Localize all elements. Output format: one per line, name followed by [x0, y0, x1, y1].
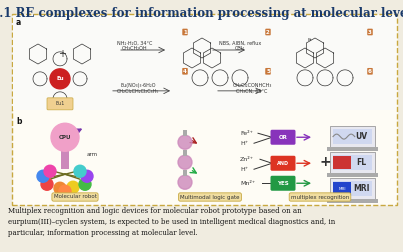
- Circle shape: [79, 178, 91, 190]
- Circle shape: [41, 178, 53, 190]
- Text: MRI: MRI: [339, 187, 347, 191]
- Text: UV: UV: [355, 132, 368, 141]
- FancyBboxPatch shape: [270, 130, 295, 145]
- Bar: [327, 199, 378, 203]
- Circle shape: [74, 165, 86, 177]
- Text: Multimodal logic gate: Multimodal logic gate: [180, 195, 240, 200]
- Text: Eu(NO₃)₃·6H₂O
CH₂Cl₂CH₂Cl₂C₆H₅: Eu(NO₃)₃·6H₂O CH₂Cl₂CH₂Cl₂C₆H₅: [117, 83, 159, 94]
- Bar: [333, 156, 351, 169]
- Text: Multiplex recognition and logic devices for molecular robot prototype based on a: Multiplex recognition and logic devices …: [8, 207, 335, 237]
- FancyBboxPatch shape: [270, 156, 295, 171]
- Text: Eu: Eu: [56, 76, 64, 81]
- Bar: [12, 14, 397, 205]
- Bar: [330, 152, 375, 173]
- FancyBboxPatch shape: [47, 98, 73, 110]
- Text: 2: 2: [266, 29, 270, 35]
- Text: H⁺: H⁺: [240, 141, 248, 146]
- Circle shape: [50, 69, 70, 89]
- Text: 1: 1: [183, 29, 187, 35]
- Text: a: a: [16, 18, 21, 27]
- Bar: [333, 155, 372, 170]
- Text: 4: 4: [183, 69, 187, 74]
- Text: H⁺: H⁺: [240, 167, 248, 172]
- Text: 3: 3: [368, 29, 372, 35]
- Bar: [327, 173, 378, 177]
- Text: b: b: [16, 117, 21, 126]
- Text: 5: 5: [266, 69, 270, 74]
- Text: OR: OR: [278, 135, 287, 140]
- Circle shape: [178, 175, 192, 189]
- Bar: [183, 150, 187, 156]
- Text: CH₂Cl₂CONHCH₃
CH₃CN, 65°C: CH₂Cl₂CONHCH₃ CH₃CN, 65°C: [232, 83, 272, 94]
- Bar: [183, 130, 187, 136]
- Text: +: +: [58, 49, 66, 59]
- Text: Eu1: Eu1: [55, 101, 65, 106]
- Text: arm: arm: [87, 152, 98, 157]
- Bar: [333, 181, 372, 196]
- Bar: [333, 182, 351, 195]
- Circle shape: [59, 185, 71, 197]
- Text: +: +: [319, 155, 331, 169]
- Text: MRI: MRI: [353, 184, 370, 193]
- Bar: [61, 144, 69, 169]
- Text: AND: AND: [277, 161, 289, 166]
- Text: NH₂·H₂O, 34°C
CH₃CH₂OH: NH₂·H₂O, 34°C CH₃CH₂OH: [117, 41, 153, 51]
- Text: Molecular robot: Molecular robot: [54, 195, 96, 200]
- Text: Fe²⁺: Fe²⁺: [240, 131, 253, 136]
- Text: 2.1 RE complexes for information processing at molecular level: 2.1 RE complexes for information process…: [0, 7, 403, 20]
- Text: 6: 6: [368, 69, 372, 74]
- Text: NBS, AIBN, reflux
CCl₄: NBS, AIBN, reflux CCl₄: [219, 41, 261, 51]
- Bar: [330, 178, 375, 199]
- Bar: [333, 129, 372, 144]
- Bar: [13, 16, 396, 110]
- Circle shape: [54, 182, 66, 194]
- Text: multiplex recognition: multiplex recognition: [291, 195, 349, 200]
- Text: YES: YES: [277, 181, 289, 186]
- Bar: [327, 147, 378, 151]
- FancyBboxPatch shape: [270, 176, 295, 191]
- Text: Mn²⁺: Mn²⁺: [240, 181, 255, 186]
- Circle shape: [51, 123, 79, 151]
- Circle shape: [178, 155, 192, 169]
- Text: Zn²⁺: Zn²⁺: [240, 157, 254, 162]
- Circle shape: [44, 165, 56, 177]
- Text: CPU: CPU: [59, 135, 71, 140]
- Bar: [330, 126, 375, 147]
- Circle shape: [81, 170, 93, 182]
- Circle shape: [37, 170, 49, 182]
- Circle shape: [178, 135, 192, 149]
- Circle shape: [67, 181, 79, 193]
- Bar: [183, 170, 187, 176]
- Text: FL: FL: [356, 158, 367, 167]
- Text: Br: Br: [307, 38, 312, 42]
